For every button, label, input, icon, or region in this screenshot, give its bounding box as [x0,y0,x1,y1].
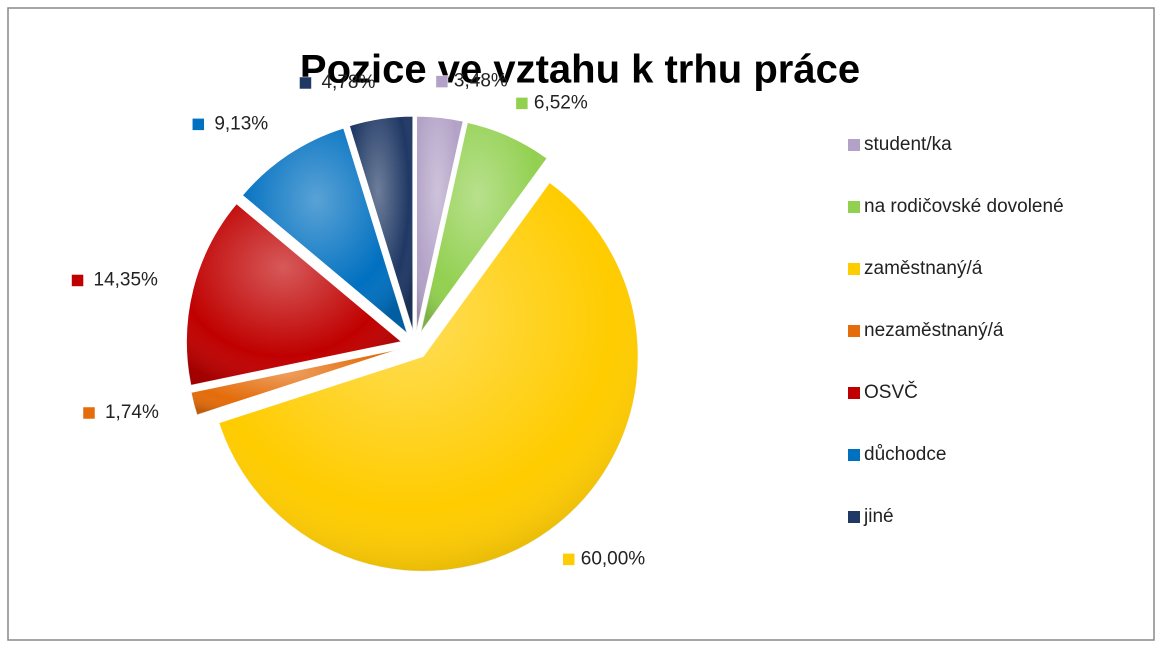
legend-swatch [848,139,860,151]
data-label: 14,35% [94,269,159,290]
legend-label: důchodce [864,444,946,465]
slice-shading [416,116,464,332]
legend-swatch [848,449,860,461]
legend-label: na rodičovské dovolené [864,196,1064,217]
slice-shading [349,116,413,332]
label-marker [435,75,449,88]
legend-swatch [848,201,860,213]
legend-swatch [848,387,860,399]
legend-swatch [848,263,860,275]
label-marker [71,274,84,287]
data-label: 4,78% [321,72,375,93]
label-marker [515,97,529,110]
data-label: 60,00% [581,548,646,569]
slice-shading [218,182,639,572]
data-label: 3,48% [454,71,508,92]
slice-shading [186,203,402,386]
label-marker [299,76,312,90]
legend-label: student/ka [864,134,952,155]
label-marker [562,553,576,566]
chart-title: Pozice ve vztahu k trhu práce [300,48,860,92]
legend-label: OSVČ [864,381,918,403]
legend-label: jiné [863,506,894,527]
slice-shading [242,127,408,334]
slice-shading [420,122,548,333]
label-marker [192,118,205,131]
data-label: 6,52% [534,92,588,113]
legend-swatch [848,511,860,523]
legend-swatch [848,325,860,337]
slice-shading [190,348,402,416]
legend-label: zaměstnaný/á [864,258,983,279]
data-label: 9,13% [214,113,268,134]
label-marker [82,406,96,420]
data-label: 1,74% [105,402,159,423]
legend-label: nezaměstnaný/á [864,320,1004,341]
